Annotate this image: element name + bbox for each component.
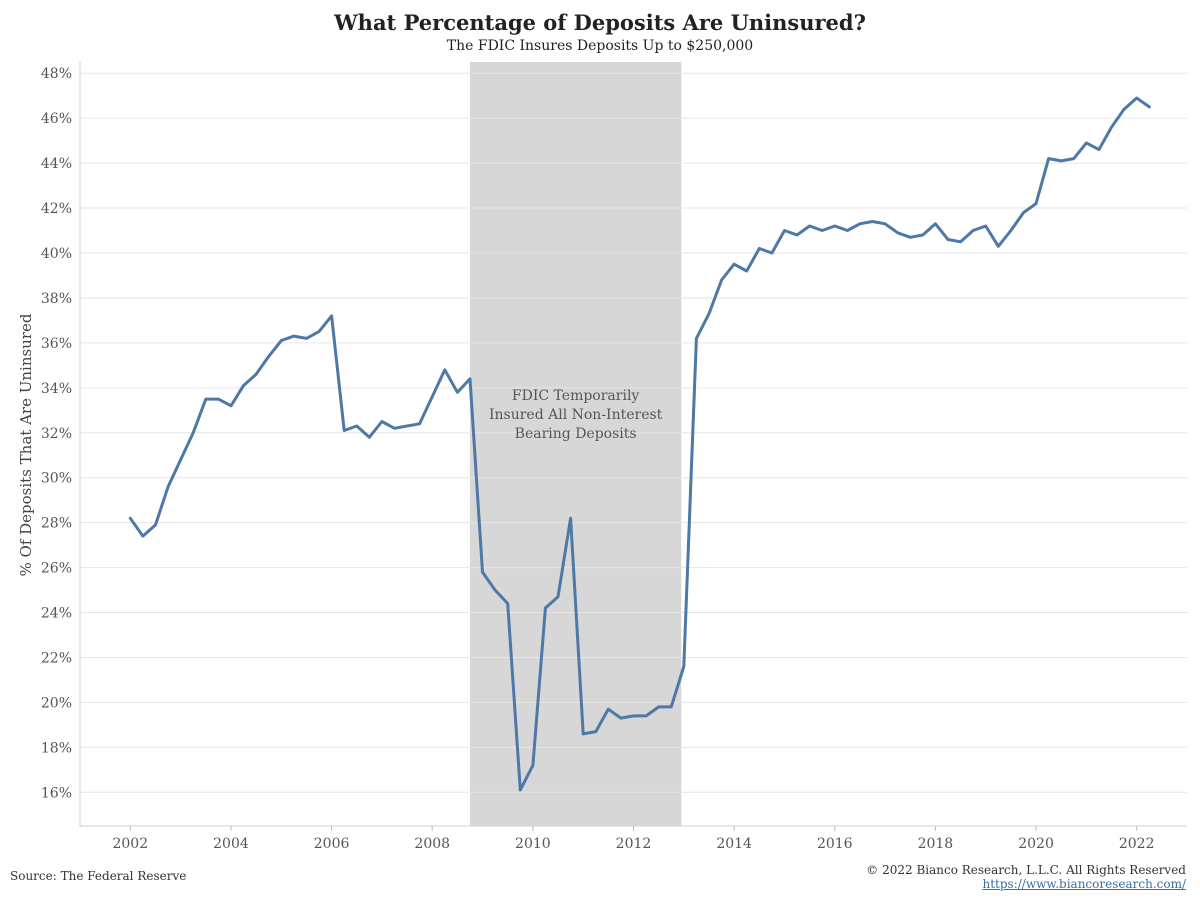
y-tick-label: 16% <box>41 785 72 801</box>
copyright-note: © 2022 Bianco Research, L.L.C. All Right… <box>866 863 1186 877</box>
x-tick-label: 2020 <box>1018 836 1054 852</box>
y-tick-label: 36% <box>41 336 72 352</box>
website-link[interactable]: https://www.biancoresearch.com/ <box>982 877 1186 891</box>
y-tick-label: 30% <box>41 471 72 487</box>
x-tick-label: 2010 <box>515 836 551 852</box>
y-tick-label: 24% <box>41 606 72 622</box>
y-tick-label: 32% <box>41 426 72 442</box>
annotation-line: Bearing Deposits <box>515 426 637 442</box>
chart-subtitle: The FDIC Insures Deposits Up to $250,000 <box>446 38 754 54</box>
y-tick-label: 28% <box>41 516 72 532</box>
y-tick-label: 44% <box>41 156 72 172</box>
x-tick-label: 2018 <box>918 836 954 852</box>
x-tick-label: 2004 <box>213 836 249 852</box>
y-tick-label: 40% <box>41 246 72 262</box>
x-tick-label: 2016 <box>817 836 853 852</box>
annotation-line: FDIC Temporarily <box>512 388 640 404</box>
source-note: Source: The Federal Reserve <box>10 869 187 883</box>
y-tick-label: 20% <box>41 695 72 711</box>
x-tick-label: 2014 <box>716 836 752 852</box>
series-line <box>128 96 1151 792</box>
chart-title: What Percentage of Deposits Are Uninsure… <box>334 10 866 35</box>
y-tick-label: 48% <box>41 66 72 82</box>
x-tick-label: 2012 <box>616 836 652 852</box>
y-tick-label: 26% <box>41 561 72 577</box>
x-tick-label: 2002 <box>112 836 148 852</box>
shaded-region <box>469 62 682 826</box>
y-tick-label: 22% <box>41 650 72 666</box>
y-tick-label: 38% <box>41 291 72 307</box>
x-tick-label: 2006 <box>314 836 350 852</box>
annotation-line: Insured All Non-Interest <box>489 407 663 423</box>
y-tick-label: 42% <box>41 201 72 217</box>
x-tick-label: 2022 <box>1119 836 1155 852</box>
y-tick-label: 18% <box>41 740 72 756</box>
x-tick-label: 2008 <box>414 836 450 852</box>
y-tick-label: 34% <box>41 381 72 397</box>
y-tick-label: 46% <box>41 111 72 127</box>
